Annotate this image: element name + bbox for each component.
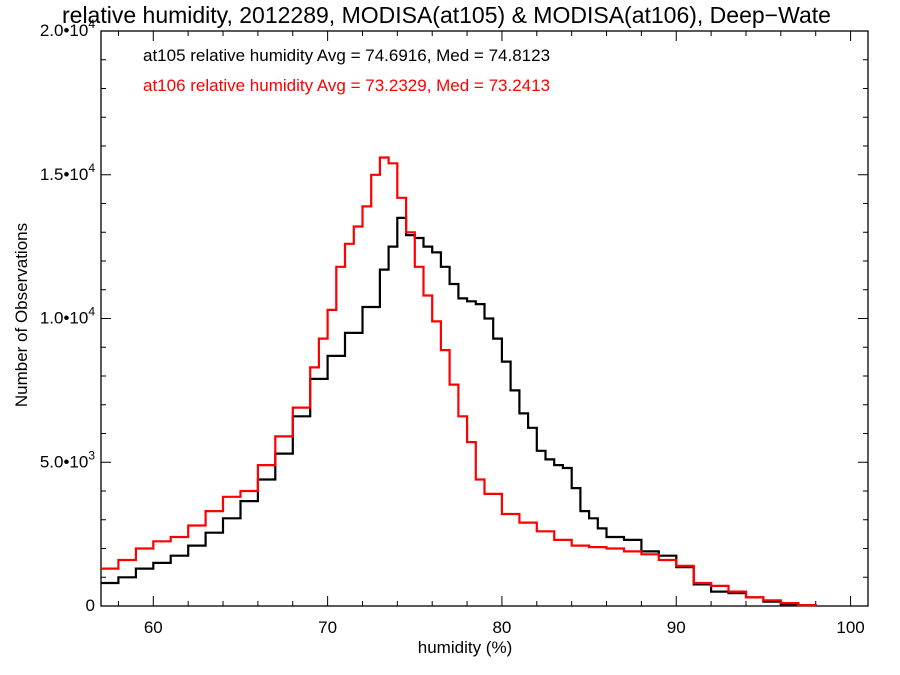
y-tick-label: 0	[86, 596, 95, 615]
axis-ticks: 60 70 80 90 100 0 5.0•103 1.0•104 1.5•104 2.0•104	[40, 17, 868, 637]
y-tick-label: 2.0•104	[40, 17, 96, 40]
y-tick-label: 5.0•103	[40, 448, 96, 471]
legend-entry-at105: at105 relative humidity Avg = 74.6916, M…	[143, 46, 551, 65]
y-tick-label: 1.0•104	[40, 305, 96, 328]
legend-entry-at106: at106 relative humidity Avg = 73.2329, M…	[143, 76, 551, 95]
y-tick-label: 1.5•104	[40, 161, 96, 184]
x-tick-label: 60	[144, 618, 163, 637]
x-tick-label: 80	[492, 618, 511, 637]
series-at106-line	[101, 156, 817, 607]
series-lines	[101, 156, 817, 607]
y-axis-label: Number of Observations	[12, 222, 31, 408]
chart-title: relative humidity, 2012289, MODISA(at105…	[62, 2, 831, 28]
x-tick-label: 70	[318, 618, 337, 637]
x-tick-label: 90	[667, 618, 686, 637]
x-tick-label: 100	[836, 618, 864, 637]
x-axis-label: humidity (%)	[417, 638, 513, 657]
